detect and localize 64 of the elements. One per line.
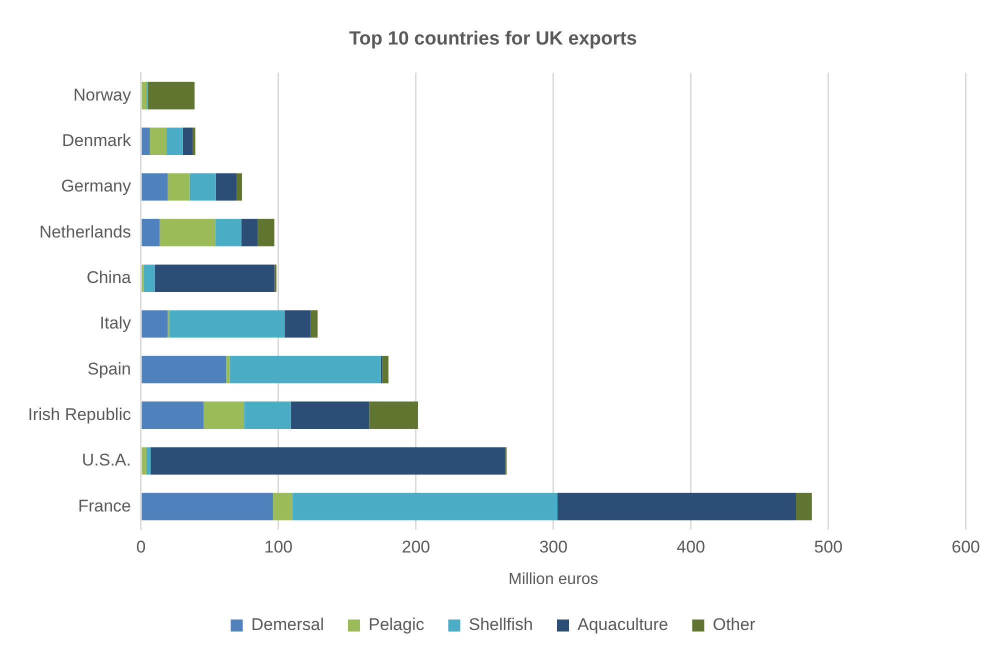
x-axis-title: Million euros <box>508 570 598 588</box>
y-tick-label: Irish Republic <box>28 404 132 424</box>
bar <box>216 173 237 201</box>
bar <box>146 447 151 475</box>
bar <box>290 402 370 429</box>
bar <box>142 128 150 155</box>
x-tick-label: 500 <box>814 537 843 556</box>
bar <box>382 356 388 384</box>
bar <box>142 173 168 201</box>
bar <box>272 492 292 520</box>
bar <box>166 128 183 155</box>
bar <box>244 402 291 429</box>
y-tick-label: Germany <box>61 176 132 196</box>
bar <box>142 356 226 384</box>
bar <box>150 128 166 155</box>
y-tick-label: Netherlands <box>39 222 131 242</box>
legend-label: Shellfish <box>468 615 534 634</box>
legend-label: Pelagic <box>368 615 425 634</box>
bar <box>150 447 506 475</box>
legend-label: Aquaculture <box>578 615 668 634</box>
x-tick-label: 400 <box>676 537 706 556</box>
legend-label: Demersal <box>251 615 324 634</box>
bar <box>168 173 190 201</box>
bar <box>142 82 146 110</box>
x-tick-label: 600 <box>952 537 980 556</box>
legend-label: Other <box>712 615 756 634</box>
bar <box>204 402 244 429</box>
x-tick-label: 100 <box>264 537 293 556</box>
bar <box>284 310 311 338</box>
bar <box>192 128 196 155</box>
bar <box>190 173 216 201</box>
x-tick-label: 0 <box>136 537 146 556</box>
bar <box>292 492 558 520</box>
y-tick-label: France <box>78 496 131 516</box>
y-tick-label: U.S.A. <box>82 450 131 470</box>
bar <box>142 402 204 429</box>
y-tick-label: China <box>86 268 132 287</box>
bar <box>154 264 274 292</box>
bar <box>148 82 195 110</box>
bar <box>142 492 273 520</box>
y-tick-label: Italy <box>100 314 132 333</box>
bar <box>236 173 242 201</box>
bar <box>241 218 258 246</box>
x-tick-label: 300 <box>539 537 568 556</box>
bar <box>310 310 318 338</box>
bar <box>369 402 418 429</box>
bar <box>144 264 155 292</box>
chart-title: Top 10 countries for UK exports <box>349 28 637 50</box>
bar <box>226 356 230 384</box>
y-tick-label: Norway <box>73 85 132 104</box>
bar <box>258 218 274 246</box>
x-tick-label: 200 <box>402 537 430 556</box>
bar <box>142 218 160 246</box>
bar <box>796 492 812 520</box>
bar <box>160 218 216 246</box>
y-tick-label: Denmark <box>62 130 132 150</box>
bar <box>169 310 285 338</box>
y-tick-label: Spain <box>88 359 131 378</box>
bar <box>230 356 381 384</box>
bar <box>558 492 796 520</box>
bar <box>215 218 242 246</box>
bar <box>142 310 168 338</box>
bar <box>182 128 193 155</box>
bar <box>142 447 146 475</box>
